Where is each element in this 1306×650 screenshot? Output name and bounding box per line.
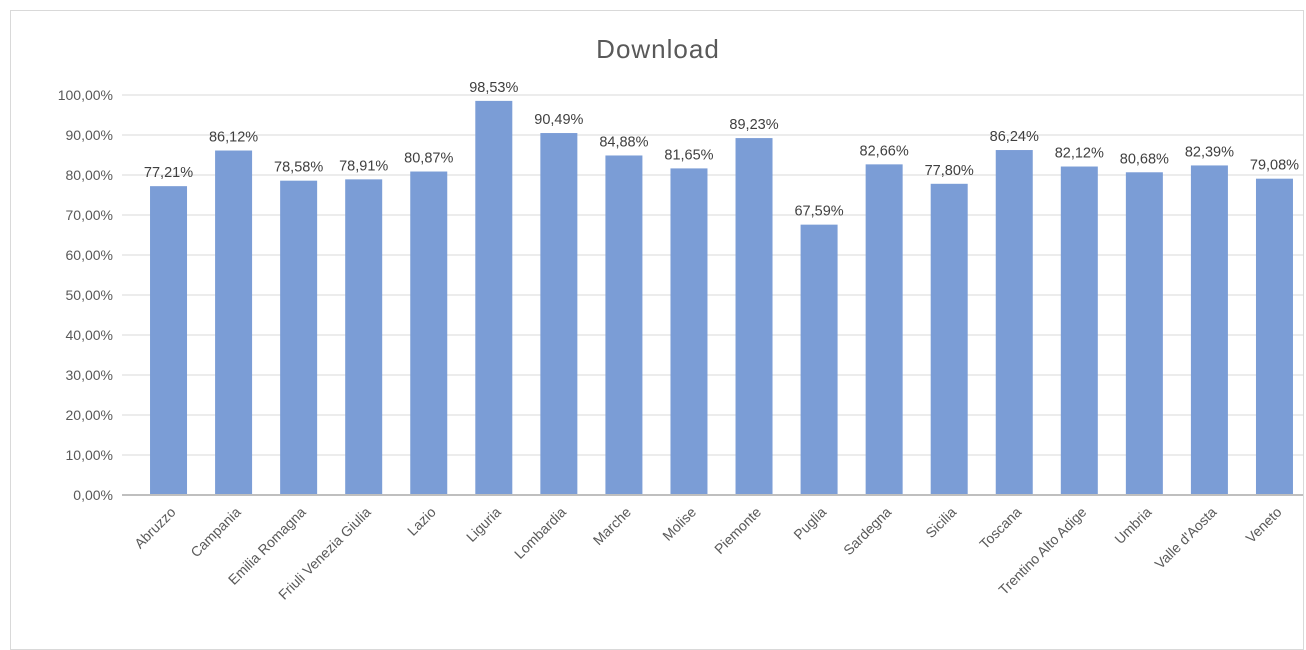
- y-tick-label: 60,00%: [66, 247, 113, 263]
- x-category-label: Abruzzo: [131, 504, 179, 552]
- bar: [215, 150, 253, 495]
- bar: [540, 133, 578, 496]
- y-tick-label: 50,00%: [66, 287, 113, 303]
- x-category-label: Toscana: [976, 504, 1024, 552]
- y-tick-label: 20,00%: [66, 407, 113, 423]
- data-label: 80,87%: [404, 151, 453, 167]
- data-label: 90,49%: [534, 112, 583, 128]
- bar: [280, 180, 318, 495]
- x-category-label: Liguria: [463, 504, 504, 545]
- data-label: 67,59%: [794, 204, 843, 220]
- bar: [475, 100, 513, 495]
- data-label: 89,23%: [729, 117, 778, 133]
- bar: [605, 155, 643, 496]
- data-label: 86,12%: [209, 130, 258, 146]
- bar: [150, 186, 188, 495]
- x-category-label: Campania: [187, 504, 244, 561]
- x-category-label: Sicilia: [922, 504, 959, 541]
- y-tick-label: 30,00%: [66, 367, 113, 383]
- bar: [1060, 166, 1098, 495]
- y-tick-label: 70,00%: [66, 207, 113, 223]
- x-category-label: Lazio: [404, 504, 439, 539]
- bar: [670, 168, 708, 495]
- data-label: 81,65%: [664, 147, 713, 163]
- grid: [122, 94, 1303, 456]
- bar: [1190, 165, 1228, 495]
- chart-title: Download: [596, 34, 720, 64]
- data-label: 78,58%: [274, 160, 323, 176]
- y-tick-label: 40,00%: [66, 327, 113, 343]
- data-label: 82,39%: [1185, 144, 1234, 160]
- bar: [800, 224, 838, 495]
- x-category-label: Marche: [590, 504, 634, 548]
- x-category-label: Lombardia: [511, 504, 569, 562]
- data-label: 80,68%: [1120, 151, 1169, 167]
- bar: [930, 183, 968, 496]
- bar: [1255, 178, 1293, 495]
- bar: [410, 171, 448, 495]
- data-label: 82,12%: [1055, 146, 1104, 162]
- data-label: 79,08%: [1250, 158, 1299, 174]
- y-tick-label: 0,00%: [73, 487, 113, 503]
- data-labels: 77,21% 86,12% 78,58% 78,91% 80,87% 98,53% 90,4…: [144, 80, 1299, 220]
- data-label: 77,21%: [144, 165, 193, 181]
- data-label: 86,24%: [990, 129, 1039, 145]
- y-axis-ticks: 0,00% 10,00% 20,00% 30,00% 40,00% 50,00% 60,00…: [58, 87, 113, 503]
- bar: [865, 164, 903, 496]
- data-label: 98,53%: [469, 80, 518, 96]
- y-tick-label: 90,00%: [66, 127, 113, 143]
- x-category-label: Molise: [659, 504, 699, 544]
- data-label: 77,80%: [925, 163, 974, 179]
- bars: [150, 100, 1293, 496]
- data-label: 84,88%: [599, 134, 648, 150]
- y-tick-label: 80,00%: [66, 167, 113, 183]
- data-label: 82,66%: [860, 143, 909, 159]
- x-category-label: Sardegna: [840, 504, 894, 558]
- bar: [345, 179, 383, 496]
- y-tick-label: 100,00%: [58, 87, 113, 103]
- bar: [1125, 172, 1163, 495]
- x-category-label: Veneto: [1242, 504, 1284, 546]
- y-tick-label: 10,00%: [66, 447, 113, 463]
- x-category-label: Piemonte: [711, 504, 764, 557]
- x-category-label: Puglia: [790, 504, 829, 543]
- x-category-label: Umbria: [1111, 504, 1154, 547]
- bar: [735, 138, 773, 495]
- x-category-label: Valle d'Aosta: [1151, 504, 1219, 572]
- data-label: 78,91%: [339, 158, 388, 174]
- bar: [995, 150, 1033, 496]
